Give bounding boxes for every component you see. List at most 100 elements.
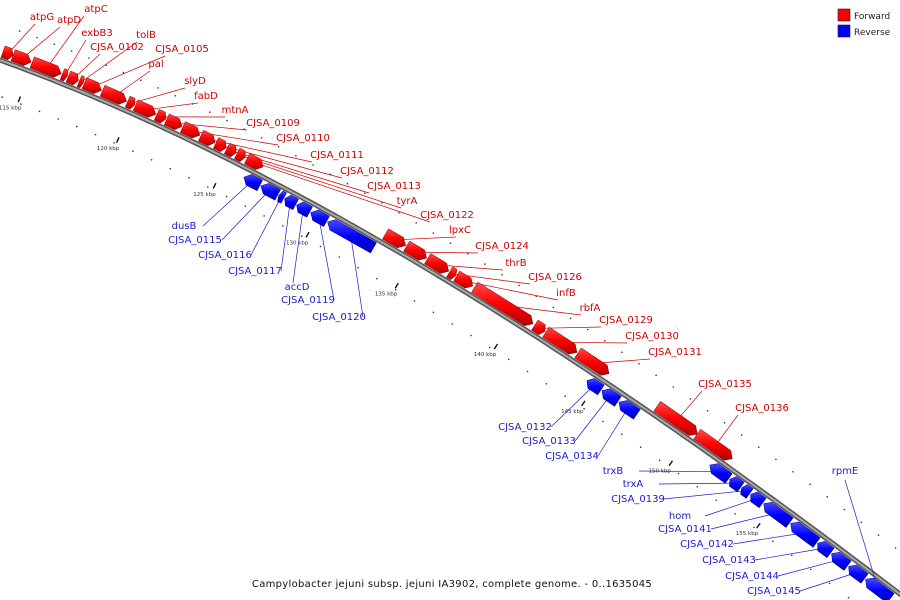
gene-label-reverse[interactable]: rpmE bbox=[832, 466, 859, 477]
gene-arrow-reverse[interactable] bbox=[277, 190, 287, 204]
gene-arrow-reverse[interactable] bbox=[586, 378, 605, 396]
gene-arrow-forward[interactable] bbox=[132, 99, 157, 118]
gene-label-forward[interactable]: CJSA_0126 bbox=[528, 272, 582, 283]
gene-label-reverse[interactable]: CJSA_0144 bbox=[725, 571, 779, 582]
gene-label-forward[interactable]: thrB bbox=[505, 258, 526, 269]
gene-label-forward[interactable]: CJSA_0129 bbox=[599, 315, 653, 326]
gene-label-forward[interactable]: atpC bbox=[84, 4, 107, 15]
gene-arrow-forward[interactable] bbox=[403, 240, 427, 261]
gene-arrow-forward[interactable] bbox=[81, 77, 102, 94]
gene-label-reverse[interactable]: CJSA_0145 bbox=[747, 586, 801, 597]
gene-arrow-forward[interactable] bbox=[29, 56, 62, 78]
gene-label-reverse[interactable]: CJSA_0132 bbox=[498, 422, 552, 433]
gene-label-forward[interactable]: CJSA_0122 bbox=[420, 210, 474, 221]
gene-label-reverse[interactable]: CJSA_0143 bbox=[702, 555, 756, 566]
gene-label-forward[interactable]: CJSA_0102 bbox=[90, 42, 144, 53]
gene-arrow-reverse[interactable] bbox=[790, 521, 821, 548]
gene-arrow-forward[interactable] bbox=[382, 228, 406, 249]
gene-arrow-forward[interactable] bbox=[424, 253, 450, 274]
gene-label-forward[interactable]: CJSA_0113 bbox=[367, 181, 421, 192]
gene-label-forward[interactable]: CJSA_0130 bbox=[625, 331, 679, 342]
gene-label-forward[interactable]: CJSA_0111 bbox=[310, 150, 364, 161]
gene-label-forward[interactable]: slyD bbox=[184, 76, 206, 87]
gene-arrow-reverse[interactable] bbox=[243, 174, 263, 192]
gene-label-reverse[interactable]: CJSA_0142 bbox=[680, 539, 734, 550]
gene-label-forward[interactable]: atpD bbox=[57, 15, 81, 26]
gene-arrow-forward[interactable] bbox=[542, 326, 578, 355]
gene-arrow-reverse[interactable] bbox=[260, 183, 281, 201]
gene-label-forward[interactable]: CJSA_0109 bbox=[246, 118, 300, 129]
gene-label-reverse[interactable]: trxB bbox=[603, 466, 624, 477]
ruler-dot bbox=[157, 87, 159, 89]
gene-arrow-reverse[interactable] bbox=[601, 388, 622, 407]
gene-label-reverse[interactable]: CJSA_0115 bbox=[168, 235, 222, 246]
gene-arrow-forward[interactable] bbox=[10, 49, 32, 66]
gene-arrow-forward[interactable] bbox=[693, 428, 733, 461]
gene-label-forward[interactable]: exbB3 bbox=[81, 28, 112, 39]
gene-label-forward[interactable]: fabD bbox=[194, 91, 218, 102]
gene-arrow-forward[interactable] bbox=[179, 121, 201, 139]
gene-label-reverse[interactable]: accD bbox=[285, 282, 310, 293]
gene-arrow-forward[interactable] bbox=[163, 113, 183, 130]
gene-arrow-forward[interactable] bbox=[99, 84, 127, 105]
gene-arrow-reverse[interactable] bbox=[848, 564, 869, 584]
gene-arrow-reverse[interactable] bbox=[284, 194, 299, 211]
gene-label-forward[interactable]: pal bbox=[148, 59, 163, 70]
gene-label-forward[interactable]: tyrA bbox=[397, 196, 418, 207]
gene-label-forward[interactable]: infB bbox=[556, 288, 576, 299]
gene-arrow-forward[interactable] bbox=[653, 400, 698, 436]
gene-arrow-reverse[interactable] bbox=[817, 540, 835, 559]
gene-label-forward[interactable]: CJSA_0110 bbox=[276, 133, 330, 144]
gene-arrow-forward[interactable] bbox=[59, 68, 69, 82]
gene-arrow-forward[interactable] bbox=[153, 109, 167, 124]
gene-arrow-reverse[interactable] bbox=[740, 484, 754, 499]
gene-label-forward[interactable]: rbfA bbox=[580, 303, 601, 314]
gene-label-forward[interactable]: CJSA_0131 bbox=[648, 347, 702, 358]
gene-arrow-reverse[interactable] bbox=[729, 476, 745, 493]
gene-arrow-reverse[interactable] bbox=[865, 577, 895, 600]
gene-label-reverse[interactable]: hom bbox=[669, 511, 691, 522]
gene-arrow-reverse[interactable] bbox=[618, 400, 641, 420]
gene-label-forward[interactable]: CJSA_0135 bbox=[698, 379, 752, 390]
gene-arrow-reverse[interactable] bbox=[763, 502, 794, 528]
gene-label-forward[interactable]: atpG bbox=[30, 12, 54, 23]
gene-arrow-forward[interactable] bbox=[65, 70, 79, 86]
gene-arrow-reverse[interactable] bbox=[310, 209, 330, 227]
gene-label-reverse[interactable]: CJSA_0141 bbox=[658, 524, 712, 535]
gene-label-reverse[interactable]: CJSA_0116 bbox=[198, 250, 252, 261]
gene-label-reverse[interactable]: CJSA_0139 bbox=[611, 494, 665, 505]
gene-label-reverse[interactable]: CJSA_0117 bbox=[228, 266, 282, 277]
gene-arrow-forward[interactable] bbox=[124, 95, 136, 110]
gene-label-forward[interactable]: tolB bbox=[136, 30, 156, 41]
gene-arrow-reverse[interactable] bbox=[296, 201, 313, 218]
gene-arrow-reverse[interactable] bbox=[327, 219, 377, 254]
gene-arrow-forward[interactable] bbox=[76, 75, 85, 89]
gene-arrow-forward[interactable] bbox=[453, 270, 473, 289]
gene-arrow-reverse[interactable] bbox=[831, 551, 852, 571]
gene-label-forward[interactable]: CJSA_0105 bbox=[155, 44, 209, 55]
gene-label-forward[interactable]: mtnA bbox=[222, 105, 249, 116]
gene-arrow-forward[interactable] bbox=[197, 129, 216, 147]
gene-label-forward[interactable]: CJSA_0124 bbox=[475, 241, 529, 252]
gene-arrow-forward[interactable] bbox=[212, 137, 227, 153]
gene-arrow-forward[interactable] bbox=[0, 45, 14, 61]
gene-label-reverse[interactable]: trxA bbox=[623, 479, 644, 490]
gene-label-forward[interactable]: CJSA_0136 bbox=[735, 403, 789, 414]
gene-arrow-forward[interactable] bbox=[471, 281, 534, 326]
gene-arrow-forward[interactable] bbox=[233, 147, 246, 162]
gene-arrow-forward[interactable] bbox=[531, 319, 546, 335]
gene-label-forward[interactable]: lpxC bbox=[449, 225, 471, 236]
gene-label-reverse[interactable]: CJSA_0119 bbox=[281, 295, 335, 306]
gene-arrow-reverse[interactable] bbox=[709, 463, 733, 484]
gene-arrow-forward[interactable] bbox=[574, 347, 610, 376]
ruler-dot bbox=[76, 125, 78, 128]
gene-arrow-forward[interactable] bbox=[446, 266, 458, 280]
gene-arrow-forward[interactable] bbox=[223, 142, 237, 158]
gene-label-reverse[interactable]: CJSA_0120 bbox=[312, 312, 366, 323]
gene-arrow-forward[interactable] bbox=[243, 152, 264, 170]
gene-arrow-reverse[interactable] bbox=[750, 491, 767, 509]
gene-label-reverse[interactable]: dusB bbox=[172, 221, 197, 232]
gene-label-reverse[interactable]: CJSA_0134 bbox=[545, 451, 599, 462]
gene-label-reverse[interactable]: CJSA_0133 bbox=[522, 436, 576, 447]
gene-label-forward[interactable]: CJSA_0112 bbox=[340, 166, 394, 177]
